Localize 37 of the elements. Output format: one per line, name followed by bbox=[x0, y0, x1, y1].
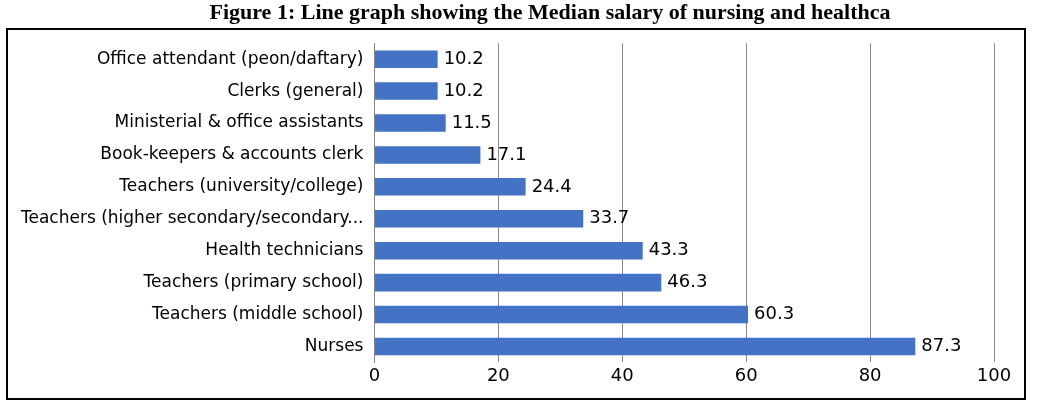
bar bbox=[374, 146, 481, 164]
data-label: 10.2 bbox=[443, 78, 484, 100]
y-tick-label: Teachers (middle school) bbox=[151, 302, 364, 323]
bar bbox=[374, 241, 643, 260]
data-label: 24.4 bbox=[531, 174, 572, 196]
data-label: 11.5 bbox=[451, 110, 492, 132]
data-label: 46.3 bbox=[667, 270, 708, 292]
y-tick-label: Nurses bbox=[304, 334, 364, 355]
x-tick-label: 20 bbox=[486, 363, 510, 385]
y-tick-label: Clerks (general) bbox=[227, 79, 364, 100]
x-tick-label: 60 bbox=[734, 363, 758, 385]
bar bbox=[374, 337, 916, 356]
bar bbox=[374, 178, 526, 196]
y-tick-label: Ministerial & office assistants bbox=[114, 111, 364, 132]
data-label: 87.3 bbox=[921, 334, 962, 356]
y-tick-label: Health technicians bbox=[205, 239, 364, 260]
bar bbox=[374, 82, 438, 100]
x-tick-label: 40 bbox=[610, 363, 634, 385]
y-tick-label: Teachers (university/college) bbox=[118, 175, 364, 196]
y-tick-label: Book-keepers & accounts clerk bbox=[100, 143, 364, 164]
y-tick-label: Office attendant (peon/daftary) bbox=[96, 47, 364, 68]
y-tick-label: Teachers (primary school) bbox=[142, 271, 364, 292]
bar bbox=[374, 305, 749, 324]
bar bbox=[374, 209, 584, 228]
data-label: 33.7 bbox=[589, 206, 630, 228]
bar bbox=[374, 114, 446, 132]
bar bbox=[374, 273, 662, 292]
data-label: 43.3 bbox=[648, 238, 689, 260]
data-label: 60.3 bbox=[754, 302, 795, 324]
y-tick-label: Teachers (higher secondary/secondary... bbox=[19, 207, 364, 228]
chart-title: Figure 1: Line graph showing the Median salary of nursing and healthca bbox=[208, 0, 892, 26]
x-tick-label: 100 bbox=[976, 363, 1012, 385]
x-tick-label: 0 bbox=[368, 363, 381, 385]
data-label: 10.2 bbox=[443, 46, 484, 68]
x-tick-label: 80 bbox=[858, 363, 882, 385]
bar bbox=[374, 50, 438, 68]
data-label: 17.1 bbox=[486, 142, 527, 164]
